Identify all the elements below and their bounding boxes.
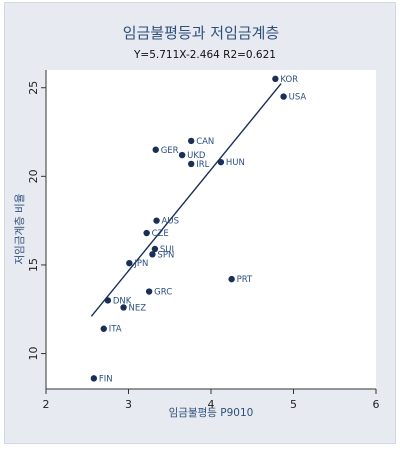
x-tick-label: 4 — [208, 398, 215, 411]
data-point-can — [188, 137, 195, 145]
data-label-aus: AUS — [162, 217, 179, 227]
data-label-ita: ITA — [109, 325, 122, 335]
data-label-ger: GER — [161, 146, 179, 156]
data-point-ita — [100, 325, 107, 332]
data-label-ukd: UKD — [187, 151, 206, 161]
data-point-hun — [217, 158, 225, 166]
y-tick-label: 10 — [27, 347, 40, 361]
data-point-kor — [272, 75, 279, 83]
chart-title: 임금불평등과 저임금계층 — [123, 24, 280, 42]
data-point-dnk — [104, 297, 112, 304]
scatter-chart: 임금불평등과 저임금계층 Y=5.711X-2.464 R2=0.621 2 3 4… — [13, 24, 380, 419]
y-tick-label: 25 — [27, 81, 40, 95]
data-point-prt — [228, 275, 235, 283]
data-label-usa: USA — [289, 93, 307, 103]
data-label-irl: IRL — [196, 160, 209, 170]
x-tick-label: 5 — [290, 398, 297, 411]
y-tick-label: 15 — [27, 258, 40, 272]
data-point-ukd — [178, 151, 186, 159]
data-point-grc — [145, 288, 153, 295]
data-label-hun: HUN — [226, 158, 245, 168]
data-label-cze: CZE — [152, 229, 169, 239]
data-label-grc: GRC — [154, 288, 172, 298]
data-point-fin — [90, 375, 98, 382]
chart-figure: 임금불평등과 저임금계층 Y=5.711X-2.464 R2=0.621 2 3 4… — [4, 2, 396, 444]
data-label-can: CAN — [196, 137, 214, 147]
data-label-kor: KOR — [280, 75, 298, 85]
y-axis-title: 저임금계층 비율 — [13, 193, 26, 264]
data-label-sui: SUI — [160, 245, 174, 255]
x-tick-label: 2 — [43, 398, 50, 411]
data-point-jpn — [126, 259, 133, 267]
data-point-usa — [280, 93, 287, 100]
data-label-prt: PRT — [237, 275, 253, 285]
data-point-cze — [143, 229, 150, 237]
x-tick-label: 6 — [373, 398, 380, 411]
regression-line — [90, 83, 282, 317]
data-label-jpn: JPN — [133, 259, 148, 269]
y-tick-label: 20 — [27, 169, 40, 183]
x-axis-title: 임금불평등 P9010 — [169, 406, 254, 419]
data-point-aus — [153, 217, 160, 224]
data-point-ger — [152, 146, 159, 153]
x-axis-ticks: 2 3 4 5 6 — [43, 389, 380, 411]
data-label-fin: FIN — [99, 374, 113, 384]
plot-area — [46, 70, 376, 389]
data-label-nez: NEZ — [129, 303, 147, 313]
y-axis-ticks: 10 15 20 25 — [27, 81, 46, 361]
data-label-dnk: DNK — [113, 296, 132, 306]
data-point-sui — [151, 245, 159, 253]
data-point-irl — [188, 160, 195, 168]
data-point-spn — [149, 251, 156, 258]
fit-line-group — [90, 83, 282, 317]
data-label-spn: SPN — [157, 250, 174, 260]
x-tick-label: 3 — [125, 398, 132, 411]
data-point-nez — [120, 304, 127, 311]
chart-subtitle: Y=5.711X-2.464 R2=0.621 — [133, 49, 276, 61]
